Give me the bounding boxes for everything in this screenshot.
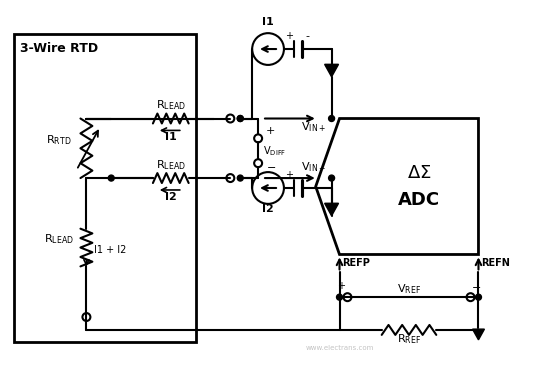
Text: $-$: $-$ — [266, 161, 276, 171]
Text: I1 + I2: I1 + I2 — [95, 245, 126, 254]
Text: I2: I2 — [262, 204, 274, 214]
Polygon shape — [472, 329, 485, 340]
Text: REFP: REFP — [343, 258, 370, 269]
Circle shape — [237, 175, 243, 181]
Text: R$_{\rm LEAD}$: R$_{\rm LEAD}$ — [156, 98, 186, 112]
Text: -: - — [306, 170, 310, 180]
Text: R$_{\rm RTD}$: R$_{\rm RTD}$ — [46, 133, 72, 147]
Circle shape — [476, 294, 481, 300]
Circle shape — [328, 116, 334, 122]
Text: V$_{\rm IN-}$: V$_{\rm IN-}$ — [301, 160, 326, 174]
Circle shape — [328, 175, 334, 181]
Text: ADC: ADC — [398, 191, 440, 209]
Text: $-$: $-$ — [471, 281, 482, 291]
Circle shape — [337, 294, 343, 300]
Circle shape — [237, 116, 243, 122]
Text: I1: I1 — [165, 132, 177, 142]
Text: R$_{\rm LEAD}$: R$_{\rm LEAD}$ — [43, 233, 74, 247]
Text: I1: I1 — [262, 17, 274, 27]
Circle shape — [108, 175, 114, 181]
Text: V$_{\rm DIFF}$: V$_{\rm DIFF}$ — [263, 144, 287, 158]
Text: 3-Wire RTD: 3-Wire RTD — [20, 42, 98, 55]
Text: +: + — [285, 31, 293, 41]
Text: $\Delta\Sigma$: $\Delta\Sigma$ — [406, 164, 431, 182]
Polygon shape — [324, 203, 338, 216]
FancyBboxPatch shape — [14, 34, 196, 342]
Polygon shape — [316, 119, 478, 254]
Text: +: + — [285, 170, 293, 180]
Text: I2: I2 — [165, 192, 177, 202]
Text: REFN: REFN — [481, 258, 510, 269]
Text: www.electrans.com: www.electrans.com — [305, 345, 373, 351]
Text: V$_{\rm IN+}$: V$_{\rm IN+}$ — [301, 120, 326, 134]
Text: V$_{\rm REF}$: V$_{\rm REF}$ — [397, 282, 421, 296]
Polygon shape — [324, 64, 338, 77]
Text: +: + — [338, 281, 345, 291]
Circle shape — [237, 116, 243, 122]
Text: +: + — [266, 126, 276, 137]
Text: R$_{\rm REF}$: R$_{\rm REF}$ — [397, 332, 421, 346]
Text: -: - — [306, 31, 310, 41]
Text: R$_{\rm LEAD}$: R$_{\rm LEAD}$ — [156, 158, 186, 172]
